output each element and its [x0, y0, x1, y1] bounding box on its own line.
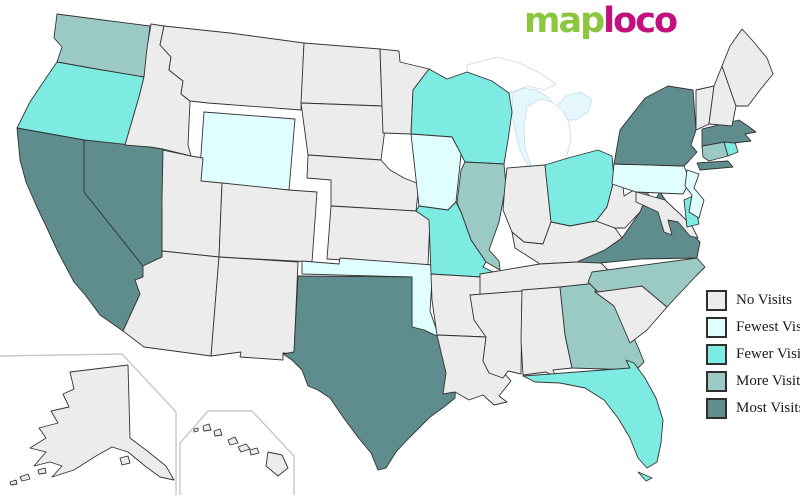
- state-iowa[interactable]: [410, 133, 462, 211]
- alaska-aleutian-island: [37, 467, 47, 475]
- legend-label: More Visits: [736, 372, 800, 389]
- hawaii-big-island: [265, 451, 289, 477]
- hawaii-island: [237, 443, 251, 453]
- state-hawaii[interactable]: [193, 427, 199, 433]
- state-new-hampshire[interactable]: [708, 65, 737, 127]
- hawaii-island: [202, 423, 212, 432]
- legend-swatch-fewer-visits: [706, 343, 727, 365]
- state-indiana[interactable]: [502, 164, 552, 245]
- state-north-dakota[interactable]: [300, 42, 383, 107]
- alaska-kodiak-island: [119, 455, 131, 466]
- legend-row-fewest-visits: Fewest Visits: [706, 316, 800, 338]
- state-florida[interactable]: [522, 359, 664, 469]
- legend-label: Fewer Visits: [736, 345, 800, 362]
- hawaii-island: [213, 428, 223, 437]
- state-florida-keys: [637, 471, 653, 482]
- state-wyoming[interactable]: [198, 111, 296, 191]
- maploco-logo[interactable]: maploco: [524, 1, 678, 41]
- state-maine[interactable]: [721, 28, 774, 107]
- hawaii-island: [249, 447, 260, 456]
- state-new-jersey[interactable]: [684, 169, 705, 219]
- state-montana[interactable]: [159, 25, 305, 111]
- logo-map-text: map: [524, 1, 605, 41]
- state-colorado[interactable]: [218, 182, 318, 263]
- state-nebraska[interactable]: [306, 154, 420, 212]
- alaska-inset-border: [0, 353, 177, 495]
- legend-row-most-visits: Most Visits: [706, 397, 800, 419]
- legend-swatch-no-visits: [706, 289, 727, 311]
- legend-row-fewer-visits: Fewer Visits: [706, 343, 800, 365]
- legend-swatch-fewest-visits: [706, 316, 727, 338]
- state-massachusetts[interactable]: [701, 119, 757, 147]
- legend-row-more-visits: More Visits: [706, 370, 800, 392]
- legend-label: Fewest Visits: [736, 318, 800, 335]
- logo-loco-text: loco: [603, 1, 678, 41]
- state-alaska[interactable]: [29, 364, 175, 481]
- state-kansas[interactable]: [326, 205, 431, 266]
- state-south-dakota[interactable]: [300, 102, 388, 161]
- legend-swatch-more-visits: [706, 370, 727, 392]
- state-north-carolina[interactable]: [587, 257, 706, 308]
- alaska-aleutian-island: [19, 473, 31, 482]
- state-michigan[interactable]: [523, 98, 572, 169]
- legend-label: No Visits: [736, 291, 792, 308]
- legend-label: Most Visits: [736, 399, 800, 416]
- state-texas[interactable]: [282, 275, 459, 471]
- state-new-york-long-island[interactable]: [696, 160, 734, 171]
- legend-row-no-visits: No Visits: [706, 289, 800, 311]
- state-new-mexico[interactable]: [210, 256, 299, 361]
- alaska-aleutian-island: [9, 479, 18, 486]
- state-maryland[interactable]: [635, 191, 699, 239]
- legend-swatch-most-visits: [706, 397, 727, 419]
- hawaii-inset-border: [179, 410, 295, 495]
- state-new-york[interactable]: [613, 85, 698, 167]
- map-legend: No Visits Fewest Visits Fewer Visits Mor…: [706, 289, 800, 425]
- hawaii-island: [227, 436, 239, 446]
